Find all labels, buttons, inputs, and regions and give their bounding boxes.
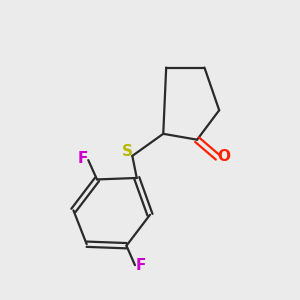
Text: F: F xyxy=(136,258,146,273)
Text: S: S xyxy=(122,144,133,159)
Text: O: O xyxy=(217,149,230,164)
Text: F: F xyxy=(77,152,88,166)
